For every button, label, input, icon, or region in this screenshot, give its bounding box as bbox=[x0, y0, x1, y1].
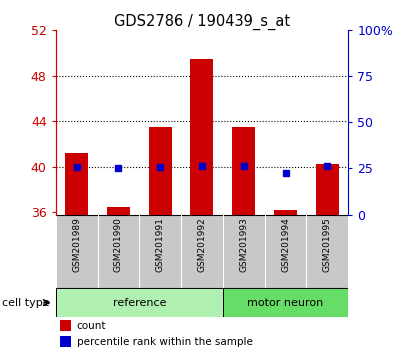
Bar bbox=[306, 215, 348, 289]
Title: GDS2786 / 190439_s_at: GDS2786 / 190439_s_at bbox=[114, 14, 290, 30]
Bar bbox=[60, 320, 71, 331]
Bar bbox=[223, 289, 348, 317]
Bar bbox=[107, 207, 130, 215]
Text: GSM201992: GSM201992 bbox=[197, 217, 207, 272]
Bar bbox=[265, 215, 306, 289]
Text: percentile rank within the sample: percentile rank within the sample bbox=[77, 337, 253, 347]
Text: GSM201994: GSM201994 bbox=[281, 217, 290, 272]
Bar bbox=[139, 215, 181, 289]
Text: GSM201993: GSM201993 bbox=[239, 217, 248, 272]
Text: GSM201995: GSM201995 bbox=[323, 217, 332, 272]
Bar bbox=[181, 215, 223, 289]
Bar bbox=[191, 58, 213, 215]
Bar bbox=[274, 210, 297, 215]
Bar bbox=[232, 127, 255, 215]
Text: GSM201990: GSM201990 bbox=[114, 217, 123, 272]
Text: reference: reference bbox=[113, 298, 166, 308]
Text: count: count bbox=[77, 321, 106, 331]
Text: GSM201991: GSM201991 bbox=[156, 217, 165, 272]
Bar bbox=[56, 289, 223, 317]
Bar bbox=[60, 336, 71, 347]
Text: GSM201989: GSM201989 bbox=[72, 217, 81, 272]
Bar bbox=[316, 165, 339, 215]
Text: cell type: cell type bbox=[2, 298, 50, 308]
Text: motor neuron: motor neuron bbox=[248, 298, 324, 308]
Bar bbox=[98, 215, 139, 289]
Bar bbox=[56, 215, 98, 289]
Bar bbox=[223, 215, 265, 289]
Bar bbox=[149, 127, 172, 215]
Bar bbox=[65, 153, 88, 215]
